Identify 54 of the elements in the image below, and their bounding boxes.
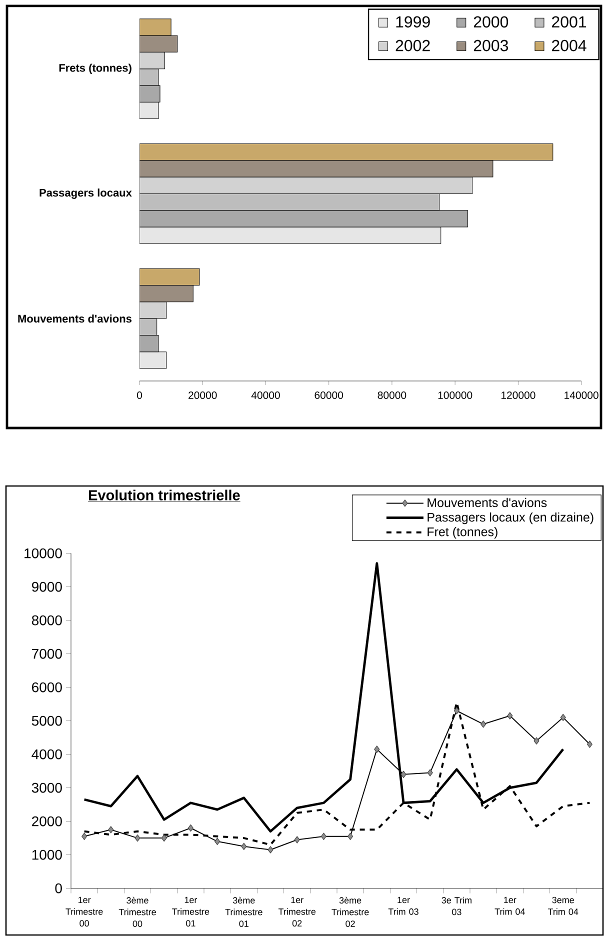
- y-tick-label: 1000: [32, 850, 62, 860]
- x-tick-label: 60000: [314, 392, 344, 399]
- x-tick-label: 1er Trimestre 01: [172, 896, 210, 927]
- bar: [140, 193, 440, 211]
- x-tick-label: 0: [136, 392, 142, 399]
- legend-label: 2000: [474, 16, 508, 28]
- bar: [140, 68, 159, 86]
- bar: [140, 268, 200, 286]
- x-tick-label: 80000: [378, 392, 406, 399]
- x-tick-label: 3ème Trimestre 02: [332, 896, 369, 927]
- legend-label: 1999: [396, 16, 430, 28]
- x-tick-label: 140000: [564, 392, 598, 399]
- y-tick-label: 6000: [32, 682, 62, 692]
- chart-title: Evolution trimestrielle: [89, 490, 240, 500]
- legend-label: 2004: [552, 40, 586, 52]
- legend-label: 2002: [396, 40, 430, 52]
- bar: [140, 210, 468, 228]
- y-tick-label: 2000: [32, 816, 62, 826]
- bar: [140, 285, 194, 302]
- y-tick-label: Passagers locaux: [40, 188, 132, 199]
- x-tick-label: 100000: [438, 392, 472, 399]
- x-tick-label: 3ème Trimestre 01: [225, 896, 262, 927]
- x-tick-label: 1er Trimestre 02: [278, 896, 316, 927]
- y-tick-label: 4000: [32, 749, 62, 760]
- x-tick-label: 20000: [188, 392, 217, 399]
- legend-label: Fret (tonnes): [428, 527, 498, 539]
- bar: [140, 160, 494, 178]
- y-tick-label: Mouvements d'avions: [18, 314, 132, 323]
- bar: [140, 318, 158, 336]
- legend-label: Mouvements d'avions: [428, 498, 547, 508]
- bar: [140, 334, 159, 352]
- bar: [140, 18, 172, 36]
- x-tick-label: 1er Trimestre 00: [66, 896, 103, 927]
- legend-label: Passagers locaux (en dizaine): [428, 512, 594, 524]
- y-tick-label: 7000: [32, 648, 62, 659]
- y-tick-label: 3000: [32, 782, 62, 793]
- bar: [140, 35, 178, 52]
- x-tick-label: 40000: [251, 392, 280, 399]
- y-tick-label: Frets (tonnes): [59, 64, 132, 74]
- y-tick-label: 10000: [24, 548, 62, 558]
- bar: [140, 85, 160, 102]
- x-tick-label: 3ème Trimestre 00: [118, 896, 156, 927]
- y-tick-label: 9000: [32, 582, 62, 592]
- bar: [140, 143, 554, 161]
- y-tick-label: 0: [55, 883, 62, 894]
- y-tick-label: 8000: [32, 615, 62, 626]
- legend-label: 2003: [474, 40, 508, 52]
- legend-label: 2001: [552, 16, 586, 28]
- x-tick-label: 1er Trim 03: [388, 896, 418, 915]
- x-tick-label: 120000: [501, 392, 536, 399]
- x-tick-label: 1er Trim 04: [494, 896, 525, 915]
- y-tick-label: 5000: [32, 716, 62, 726]
- x-tick-label: 3eme Trim 04: [548, 896, 578, 915]
- x-tick-label: 3e Trim 03: [442, 896, 472, 916]
